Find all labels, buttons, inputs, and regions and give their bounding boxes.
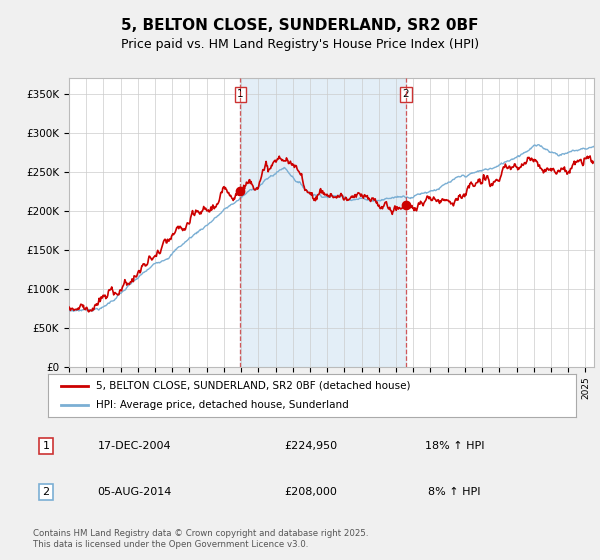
Bar bbox=[241, 78, 406, 367]
Text: 05-AUG-2014: 05-AUG-2014 bbox=[97, 487, 172, 497]
Text: £224,950: £224,950 bbox=[284, 441, 338, 451]
Text: 5, BELTON CLOSE, SUNDERLAND, SR2 0BF (detached house): 5, BELTON CLOSE, SUNDERLAND, SR2 0BF (de… bbox=[95, 381, 410, 391]
Text: 1: 1 bbox=[43, 441, 50, 451]
Text: 1: 1 bbox=[237, 89, 244, 99]
Text: £208,000: £208,000 bbox=[284, 487, 337, 497]
Text: HPI: Average price, detached house, Sunderland: HPI: Average price, detached house, Sund… bbox=[95, 400, 348, 410]
Text: 18% ↑ HPI: 18% ↑ HPI bbox=[425, 441, 484, 451]
Text: 17-DEC-2004: 17-DEC-2004 bbox=[98, 441, 171, 451]
Text: Price paid vs. HM Land Registry's House Price Index (HPI): Price paid vs. HM Land Registry's House … bbox=[121, 38, 479, 51]
Text: 2: 2 bbox=[43, 487, 50, 497]
Text: 2: 2 bbox=[403, 89, 409, 99]
Text: Contains HM Land Registry data © Crown copyright and database right 2025.
This d: Contains HM Land Registry data © Crown c… bbox=[33, 529, 368, 549]
Text: 5, BELTON CLOSE, SUNDERLAND, SR2 0BF: 5, BELTON CLOSE, SUNDERLAND, SR2 0BF bbox=[121, 18, 479, 32]
Text: 8% ↑ HPI: 8% ↑ HPI bbox=[428, 487, 481, 497]
